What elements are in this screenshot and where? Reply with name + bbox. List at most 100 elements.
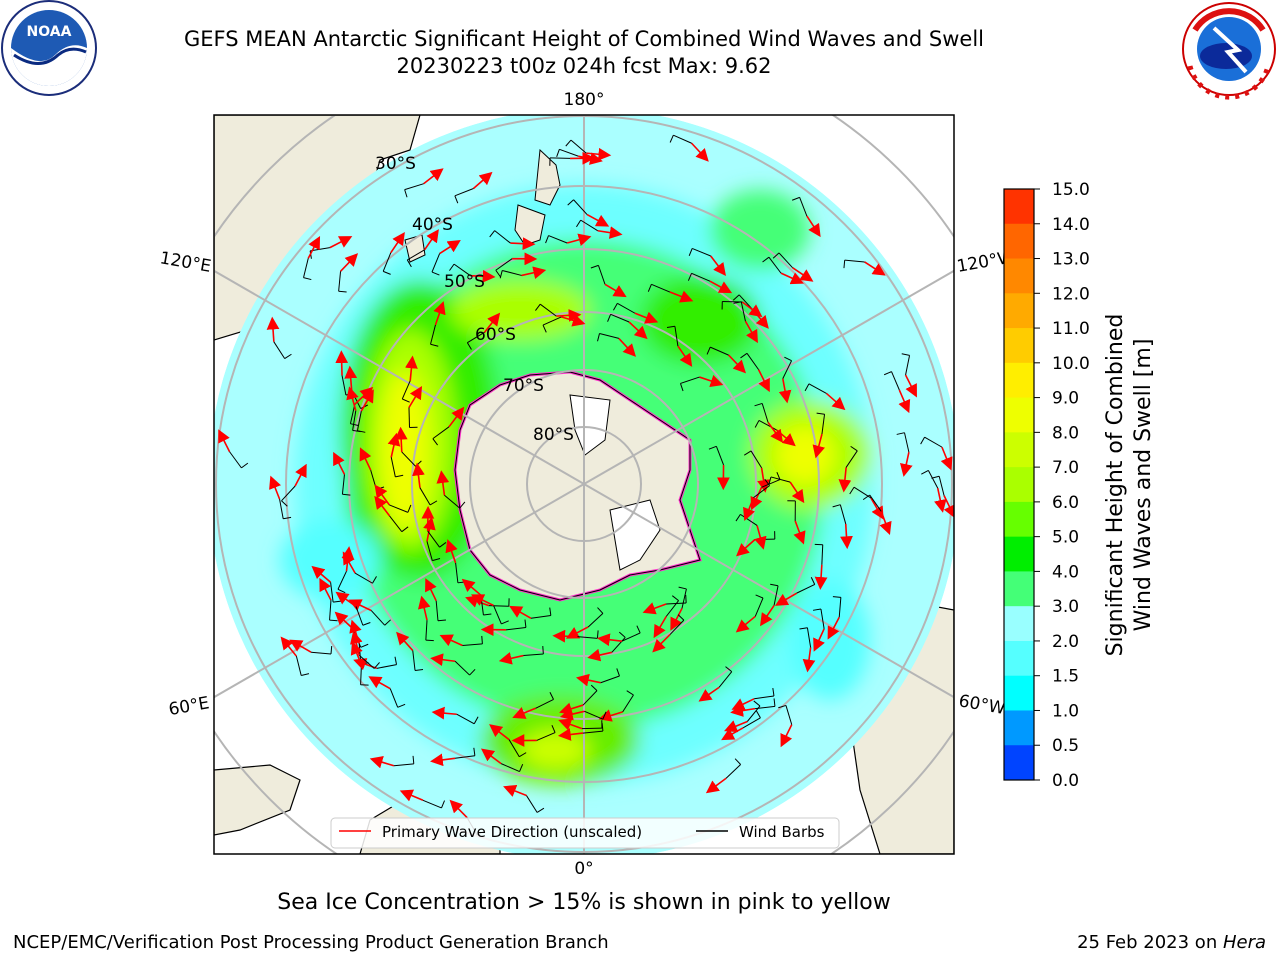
wind-barb <box>454 188 474 197</box>
wind-barb-flag <box>753 700 761 707</box>
vector-layer <box>218 134 954 836</box>
sea-ice-note: Sea Ice Concentration > 15% is shown in … <box>277 890 891 915</box>
wave-direction-arrow <box>461 578 482 596</box>
lat-label-70: 70°S <box>503 376 544 396</box>
wind-barb <box>401 380 411 400</box>
wind-barb-flag <box>481 635 483 644</box>
wind-barb <box>806 627 812 648</box>
wave-direction-arrow <box>510 237 536 251</box>
colorbar-tick-label: 6.0 <box>1052 493 1079 513</box>
wave-direction-arrow <box>565 626 589 639</box>
footer-left: NCEP/EMC/Verification Post Processing Pr… <box>13 932 609 953</box>
wave-direction-arrow <box>390 231 405 254</box>
wave-direction-arrow <box>423 229 439 251</box>
meridian-label-lower-left: 60°E <box>167 693 211 720</box>
colorbar-tick-label: 2.0 <box>1052 632 1079 652</box>
wind-barb <box>550 157 571 159</box>
wind-barb <box>770 476 791 483</box>
wind-barb-flag <box>431 271 440 276</box>
wave-direction-arrow <box>814 564 828 590</box>
title-line-2: 20230223 t00z 024h fcst Max: 9.62 <box>396 54 772 78</box>
wave-direction-arrow <box>898 389 911 414</box>
wave-direction-arrow <box>750 486 763 511</box>
colorbar: 15.0 14.0 13.0 12.0 11.0 10.0 9.0 8.0 7.0 6.0 5.0 4… <box>1003 180 1090 791</box>
wind-barb-flag <box>725 666 733 673</box>
wind-barb-flag <box>473 747 476 756</box>
wave-direction-arrow <box>218 429 231 453</box>
wave-direction-arrow <box>813 628 825 652</box>
wind-barb <box>453 263 471 277</box>
wave-direction-arrow <box>760 604 775 627</box>
wave-direction-arrow <box>294 463 307 487</box>
wind-barb <box>559 148 579 157</box>
wave-direction-arrow <box>430 753 456 767</box>
wind-barb-flag <box>284 353 292 360</box>
wind-barb <box>444 494 461 509</box>
wave-direction-arrow <box>628 321 648 340</box>
colorbar-tick-label: 9.0 <box>1052 389 1079 409</box>
wind-barb-flag <box>432 438 439 446</box>
wind-barb <box>432 426 450 440</box>
wind-barb-flag <box>437 619 446 622</box>
svg-text:NOAA: NOAA <box>27 24 72 40</box>
wind-barb-flag <box>678 586 687 590</box>
wind-barb-flag <box>469 668 476 676</box>
wind-barb-flag <box>618 631 626 638</box>
wind-barb-flag <box>402 398 410 403</box>
wind-barb <box>523 653 544 657</box>
wind-barb <box>669 619 685 635</box>
wave-direction-arrow <box>266 316 280 342</box>
wind-barb <box>742 717 761 729</box>
wave-direction-arrow <box>789 481 805 504</box>
wind-barb-flag <box>706 346 711 355</box>
wind-barb <box>454 660 470 676</box>
wave-direction-arrow <box>900 452 913 477</box>
wave-direction-arrow <box>575 673 601 687</box>
wind-barb <box>710 346 729 356</box>
wave-direction-arrow <box>289 639 312 653</box>
wave-direction-arrow <box>354 386 374 405</box>
wind-barb <box>611 637 626 653</box>
wind-barb-flag <box>412 755 415 764</box>
wave-direction-arrow <box>792 266 814 282</box>
wind-barb-flag <box>677 614 685 621</box>
wind-barb <box>845 450 858 468</box>
wind-barb-flag <box>708 445 717 450</box>
wind-barb-flag <box>791 196 800 201</box>
wave-direction-arrow <box>408 385 423 408</box>
wind-barb-flag <box>778 704 787 709</box>
colorbar-segment <box>1004 745 1034 781</box>
wind-barb <box>456 713 475 725</box>
wind-barb <box>407 249 425 261</box>
wave-direction-arrow <box>387 432 401 458</box>
wave-direction-arrow <box>806 215 821 238</box>
wind-barb <box>389 515 403 533</box>
wind-barb <box>330 582 334 603</box>
lat-label-40: 40°S <box>412 215 453 235</box>
wind-barb <box>542 316 562 326</box>
colorbar-tick-label: 1.5 <box>1052 667 1079 687</box>
wind-barb-flag <box>449 263 455 271</box>
wind-barb <box>838 597 842 618</box>
wind-barb-flag <box>489 230 496 238</box>
wave-direction-arrow <box>904 374 917 398</box>
wind-barb <box>341 375 347 396</box>
wind-barb-flag <box>810 577 816 585</box>
wind-barb-flag <box>414 669 424 671</box>
wind-barb <box>536 732 556 741</box>
wind-barb <box>338 271 342 292</box>
colorbar-segment <box>1004 710 1034 746</box>
wind-barb <box>651 283 671 293</box>
wave-direction-arrow <box>436 470 450 496</box>
wind-barb <box>715 446 725 466</box>
wind-barb <box>740 301 746 322</box>
colorbar-tick-label: 3.0 <box>1052 597 1079 617</box>
wind-barb-flag <box>812 608 822 611</box>
wind-barb-flag <box>329 619 338 622</box>
colorbar-tick-label: 12.0 <box>1052 284 1090 304</box>
wave-direction-arrow <box>793 520 806 545</box>
colorbar-segment <box>1004 536 1034 572</box>
title-line-1: GEFS MEAN Antarctic Significant Height o… <box>183 27 985 51</box>
wind-barb <box>753 485 770 499</box>
colorbar-segment <box>1004 397 1034 433</box>
